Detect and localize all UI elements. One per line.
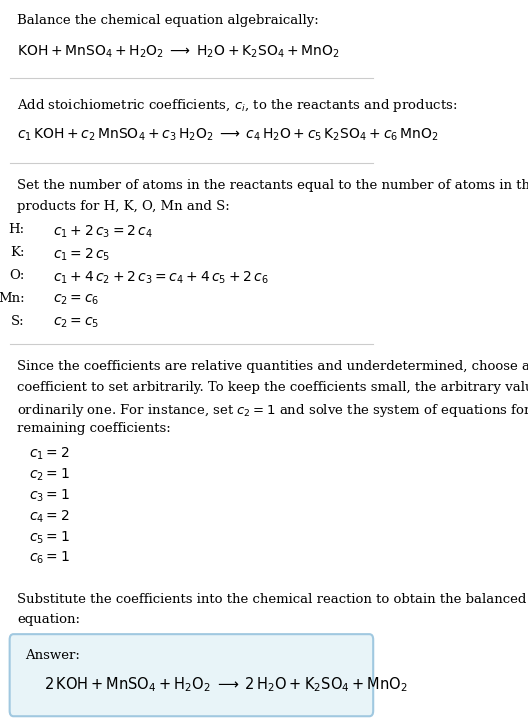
Text: $c_1 = 2\,c_5$: $c_1 = 2\,c_5$: [53, 246, 110, 263]
Text: $c_2 = c_6$: $c_2 = c_6$: [53, 292, 100, 307]
Text: $c_1\,\mathrm{KOH} + c_2\,\mathrm{MnSO_4} + c_3\,\mathrm{H_2O_2} \;\longrightarr: $c_1\,\mathrm{KOH} + c_2\,\mathrm{MnSO_4…: [17, 127, 439, 144]
FancyBboxPatch shape: [10, 634, 373, 717]
Text: Add stoichiometric coefficients, $c_i$, to the reactants and products:: Add stoichiometric coefficients, $c_i$, …: [17, 97, 458, 114]
Text: remaining coefficients:: remaining coefficients:: [17, 422, 171, 435]
Text: Substitute the coefficients into the chemical reaction to obtain the balanced: Substitute the coefficients into the che…: [17, 592, 526, 605]
Text: Balance the chemical equation algebraically:: Balance the chemical equation algebraica…: [17, 14, 319, 27]
Text: $c_1 + 4\,c_2 + 2\,c_3 = c_4 + 4\,c_5 + 2\,c_6$: $c_1 + 4\,c_2 + 2\,c_3 = c_4 + 4\,c_5 + …: [53, 269, 269, 286]
Text: K:: K:: [10, 246, 25, 259]
Text: $c_4 = 2$: $c_4 = 2$: [29, 508, 69, 525]
Text: Since the coefficients are relative quantities and underdetermined, choose a: Since the coefficients are relative quan…: [17, 360, 528, 373]
Text: $c_6 = 1$: $c_6 = 1$: [29, 550, 70, 567]
Text: $c_5 = 1$: $c_5 = 1$: [29, 529, 70, 546]
Text: $c_2 = 1$: $c_2 = 1$: [29, 467, 70, 483]
Text: S:: S:: [11, 315, 25, 328]
Text: Mn:: Mn:: [0, 292, 25, 305]
Text: $\mathrm{KOH + MnSO_4 + H_2O_2 \;\longrightarrow\; H_2O + K_2SO_4 + MnO_2}$: $\mathrm{KOH + MnSO_4 + H_2O_2 \;\longri…: [17, 44, 340, 60]
Text: products for H, K, O, Mn and S:: products for H, K, O, Mn and S:: [17, 200, 230, 213]
Text: ordinarily one. For instance, set $c_2 = 1$ and solve the system of equations fo: ordinarily one. For instance, set $c_2 =…: [17, 401, 528, 419]
Text: O:: O:: [10, 269, 25, 282]
Text: $c_2 = c_5$: $c_2 = c_5$: [53, 315, 99, 330]
Text: H:: H:: [8, 223, 25, 236]
Text: $c_3 = 1$: $c_3 = 1$: [29, 488, 70, 504]
Text: $c_1 + 2\,c_3 = 2\,c_4$: $c_1 + 2\,c_3 = 2\,c_4$: [53, 223, 153, 240]
Text: $c_1 = 2$: $c_1 = 2$: [29, 446, 69, 462]
Text: $2\,\mathrm{KOH + MnSO_4 + H_2O_2 \;\longrightarrow\; 2\,H_2O + K_2SO_4 + MnO_2}: $2\,\mathrm{KOH + MnSO_4 + H_2O_2 \;\lon…: [44, 676, 407, 694]
Text: equation:: equation:: [17, 613, 80, 626]
Text: Answer:: Answer:: [25, 650, 80, 663]
Text: Set the number of atoms in the reactants equal to the number of atoms in the: Set the number of atoms in the reactants…: [17, 179, 528, 192]
Text: coefficient to set arbitrarily. To keep the coefficients small, the arbitrary va: coefficient to set arbitrarily. To keep …: [17, 381, 528, 394]
